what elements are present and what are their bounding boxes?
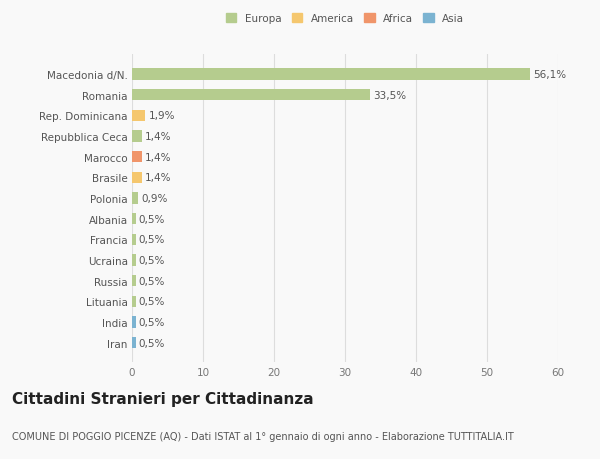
Bar xyxy=(132,255,136,266)
Bar xyxy=(132,234,136,246)
Text: 56,1%: 56,1% xyxy=(533,70,566,80)
Text: 0,5%: 0,5% xyxy=(139,235,165,245)
Text: 1,4%: 1,4% xyxy=(145,152,171,162)
Text: 1,4%: 1,4% xyxy=(145,173,171,183)
Bar xyxy=(132,90,370,101)
Text: Cittadini Stranieri per Cittadinanza: Cittadini Stranieri per Cittadinanza xyxy=(12,391,314,406)
Text: 0,5%: 0,5% xyxy=(139,297,165,307)
Text: 1,9%: 1,9% xyxy=(148,111,175,121)
Text: COMUNE DI POGGIO PICENZE (AQ) - Dati ISTAT al 1° gennaio di ogni anno - Elaboraz: COMUNE DI POGGIO PICENZE (AQ) - Dati IST… xyxy=(12,431,514,441)
Bar xyxy=(132,317,136,328)
Bar xyxy=(132,110,145,122)
Text: 0,5%: 0,5% xyxy=(139,317,165,327)
Text: 0,5%: 0,5% xyxy=(139,214,165,224)
Bar xyxy=(132,193,139,204)
Bar xyxy=(132,296,136,308)
Bar xyxy=(132,337,136,349)
Text: 1,4%: 1,4% xyxy=(145,132,171,142)
Text: 0,5%: 0,5% xyxy=(139,256,165,265)
Bar xyxy=(132,275,136,287)
Bar xyxy=(132,213,136,225)
Text: 0,9%: 0,9% xyxy=(141,194,167,203)
Text: 33,5%: 33,5% xyxy=(373,90,406,101)
Legend: Europa, America, Africa, Asia: Europa, America, Africa, Asia xyxy=(226,14,464,24)
Bar xyxy=(132,151,142,163)
Bar xyxy=(132,69,530,80)
Bar xyxy=(132,172,142,184)
Bar xyxy=(132,131,142,142)
Text: 0,5%: 0,5% xyxy=(139,276,165,286)
Text: 0,5%: 0,5% xyxy=(139,338,165,348)
